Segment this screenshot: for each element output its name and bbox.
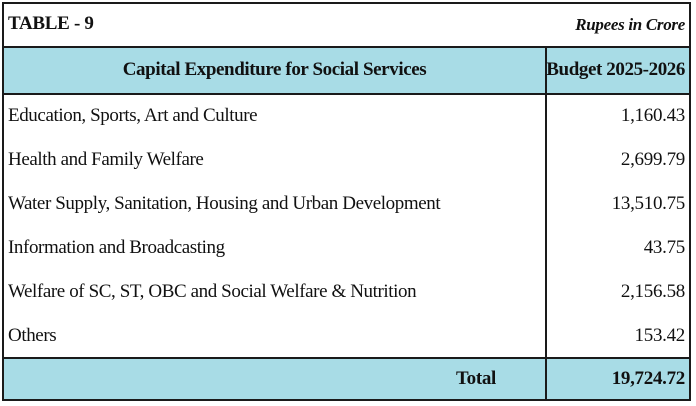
row-value: 2,156.58 [620,281,685,302]
row-value: 153.42 [634,325,686,346]
row-label: Education, Sports, Art and Culture [8,105,258,126]
budget-table: TABLE - 9 Rupees in Crore Capital Expend… [2,2,691,401]
row-label: Information and Broadcasting [8,237,225,258]
table-row: Education, Sports, Art and Culture 1,160… [4,95,689,139]
total-label: Total [456,368,497,389]
table-row: Others 153.42 [4,315,689,359]
row-label: Welfare of SC, ST, OBC and Social Welfar… [8,281,417,302]
row-label: Water Supply, Sanitation, Housing and Ur… [8,193,441,214]
row-label: Others [8,325,57,346]
table-body: Education, Sports, Art and Culture 1,160… [4,95,689,357]
total-row: Total 19,724.72 [4,357,689,399]
row-value: 43.75 [643,237,686,258]
table-row: Health and Family Welfare 2,699.79 [4,139,689,183]
table-title-row: TABLE - 9 Rupees in Crore [4,4,689,48]
table-title: TABLE - 9 [8,13,94,34]
row-label: Health and Family Welfare [8,149,204,170]
table-header-row: Capital Expenditure for Social Services … [4,48,689,95]
units-label: Rupees in Crore [575,15,685,34]
table-row: Water Supply, Sanitation, Housing and Ur… [4,183,689,227]
table-row: Welfare of SC, ST, OBC and Social Welfar… [4,271,689,315]
row-value: 1,160.43 [620,105,685,126]
column-divider [545,359,547,399]
column-divider [545,95,547,357]
table-row: Information and Broadcasting 43.75 [4,227,689,271]
row-value: 13,510.75 [611,193,686,214]
total-value: 19,724.72 [611,368,686,389]
row-value: 2,699.79 [620,149,685,170]
column-header-budget: Budget 2025-2026 [546,59,685,80]
column-header-category: Capital Expenditure for Social Services [4,48,547,93]
